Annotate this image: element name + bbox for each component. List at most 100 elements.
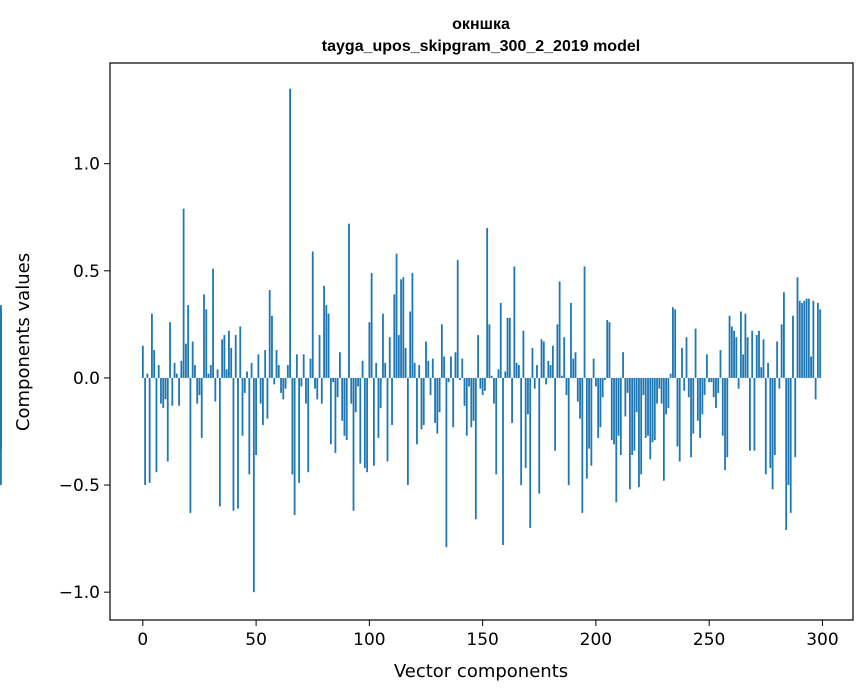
bar-11 bbox=[166, 377, 169, 462]
bar-230 bbox=[662, 377, 665, 481]
bar-197 bbox=[588, 377, 590, 449]
bar-89 bbox=[343, 377, 346, 436]
bar-49 bbox=[252, 377, 255, 593]
y-tick-label: 0.5 bbox=[73, 262, 100, 282]
bar-112 bbox=[395, 253, 398, 378]
bar-204 bbox=[604, 377, 606, 381]
bar-8 bbox=[160, 377, 162, 404]
bar-29 bbox=[207, 373, 210, 378]
bar-59 bbox=[275, 350, 278, 378]
bar-57 bbox=[271, 315, 273, 378]
bar-23 bbox=[194, 365, 196, 378]
bar-48 bbox=[250, 362, 253, 378]
bar-156 bbox=[495, 377, 498, 475]
bar-284 bbox=[785, 377, 788, 531]
bar-148 bbox=[477, 335, 480, 378]
bar-124 bbox=[422, 377, 425, 426]
bar-224 bbox=[649, 377, 652, 460]
bar-111 bbox=[393, 294, 396, 378]
bar-239 bbox=[683, 377, 686, 391]
bar-142 bbox=[463, 377, 466, 406]
bar-168 bbox=[522, 330, 525, 378]
bar-287 bbox=[792, 315, 794, 378]
bar-17 bbox=[180, 360, 183, 378]
bar-53 bbox=[262, 377, 264, 426]
bar-33 bbox=[216, 369, 219, 378]
bar-155 bbox=[493, 377, 495, 404]
x-tick-label: 100 bbox=[353, 630, 385, 650]
bar-295 bbox=[810, 356, 812, 378]
bar-158 bbox=[499, 302, 502, 378]
bar-19 bbox=[184, 343, 187, 378]
bar-62 bbox=[282, 377, 285, 400]
bar-198 bbox=[590, 377, 593, 466]
bar-140 bbox=[459, 377, 461, 381]
bar-34 bbox=[218, 377, 221, 507]
bar-253 bbox=[715, 377, 717, 408]
bar-175 bbox=[538, 377, 541, 494]
bar-128 bbox=[431, 358, 434, 378]
bar-78 bbox=[318, 335, 321, 378]
bar-75 bbox=[311, 251, 314, 378]
bar-153 bbox=[488, 324, 491, 378]
bar-41 bbox=[234, 335, 237, 378]
bar-221 bbox=[642, 377, 645, 396]
bar-26 bbox=[200, 377, 203, 438]
bar-40 bbox=[232, 377, 235, 511]
bar-118 bbox=[409, 311, 412, 378]
bar-117 bbox=[406, 377, 409, 486]
y-tick-label: −1.0 bbox=[59, 583, 100, 603]
bar-43 bbox=[239, 326, 242, 378]
bar-260 bbox=[730, 326, 733, 378]
bar-2 bbox=[146, 373, 149, 378]
bar-220 bbox=[640, 377, 643, 475]
bar-73 bbox=[307, 377, 310, 473]
bar-207 bbox=[610, 377, 613, 441]
bar-191 bbox=[574, 352, 577, 378]
bar-254 bbox=[717, 377, 720, 393]
bar-46 bbox=[246, 371, 248, 378]
bar-164 bbox=[513, 266, 516, 378]
bar-20 bbox=[187, 305, 190, 378]
bar-212 bbox=[622, 352, 624, 378]
bar-278 bbox=[771, 377, 774, 490]
x-axis-ticks: 0 50 100 150 200 250 300 bbox=[137, 620, 839, 650]
bar-196 bbox=[585, 377, 588, 479]
bar-215 bbox=[628, 377, 631, 490]
bar-38 bbox=[228, 330, 230, 378]
bar-126 bbox=[427, 360, 430, 378]
bar-88 bbox=[341, 377, 344, 421]
bar-151 bbox=[483, 377, 486, 391]
bar-189 bbox=[570, 302, 572, 378]
bar-13 bbox=[171, 377, 174, 406]
bar-32 bbox=[214, 377, 217, 402]
bar-213 bbox=[624, 377, 627, 417]
bar-96 bbox=[359, 377, 362, 464]
bar-5 bbox=[153, 350, 156, 378]
bar-series bbox=[0, 88, 822, 593]
bar-10 bbox=[164, 377, 167, 400]
y-tick-label: −0.5 bbox=[59, 476, 100, 496]
bar-277 bbox=[769, 377, 772, 468]
bar-169 bbox=[524, 377, 527, 468]
bar-105 bbox=[379, 377, 382, 408]
bar-37 bbox=[225, 369, 228, 378]
bar-42 bbox=[237, 377, 239, 509]
bar-251 bbox=[710, 377, 713, 383]
bar-undefined bbox=[0, 367, 2, 378]
bar-281 bbox=[778, 377, 781, 389]
bar-249 bbox=[705, 354, 708, 378]
bar-162 bbox=[508, 317, 511, 378]
bar-163 bbox=[511, 377, 513, 423]
bar-283 bbox=[783, 292, 785, 378]
bar-181 bbox=[551, 345, 554, 378]
bar-171 bbox=[529, 377, 532, 528]
bar-202 bbox=[599, 377, 602, 428]
bar-91 bbox=[348, 223, 350, 378]
bar-87 bbox=[339, 352, 341, 378]
bar-54 bbox=[264, 350, 267, 378]
bar-3 bbox=[148, 377, 151, 483]
y-tick-label: 0.0 bbox=[73, 369, 100, 389]
bar-214 bbox=[626, 377, 629, 393]
